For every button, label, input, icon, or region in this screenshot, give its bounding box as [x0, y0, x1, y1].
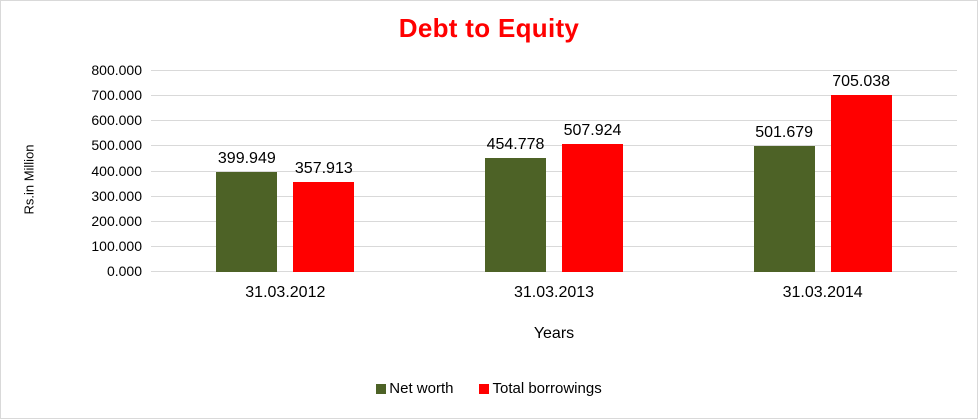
- gridline: [151, 271, 957, 272]
- y-axis-tick-label: 0.000: [106, 263, 142, 279]
- gridline: [151, 245, 957, 247]
- y-axis-tick-label: 500.000: [91, 137, 142, 154]
- legend-item-label: Net worth: [389, 380, 454, 397]
- legend-item-label: Total borrowings: [492, 380, 602, 397]
- bar-total-borrowings[interactable]: [830, 94, 892, 272]
- bar-value-label: 501.679: [755, 123, 814, 141]
- gridline: [151, 170, 957, 172]
- legend-item[interactable]: Net worth: [376, 380, 453, 397]
- gridline: [151, 145, 957, 147]
- gridline: [151, 95, 957, 97]
- y-axis-tick-label: 100.000: [91, 237, 142, 254]
- y-axis-tick-label: 600.000: [91, 112, 142, 129]
- bar-total-borrowings[interactable]: [293, 182, 355, 272]
- y-axis-tick-label: 300.000: [91, 187, 142, 204]
- x-axis-category-label: 31.03.2012: [245, 284, 326, 301]
- x-axis-category-label: 31.03.2013: [513, 284, 595, 301]
- x-axis-category-label: 31.03.2014: [782, 284, 863, 301]
- y-axis-tick-label: 700.000: [91, 87, 142, 104]
- y-axis-tick-labels: 800.000 700.000 600.000 500.000 400.000 300.0…: [1, 62, 151, 279]
- gridline: [151, 70, 957, 71]
- y-axis-tick-label: 400.000: [91, 162, 142, 179]
- x-axis-category-labels: 31.03.2012 31.03.2013 31.03.2014: [151, 284, 957, 306]
- legend-item[interactable]: Total borrowings: [479, 380, 602, 397]
- y-axis-tick-label: 800.000: [91, 62, 142, 78]
- bar-value-label: 705.038: [832, 72, 891, 90]
- x-axis-title: Years: [533, 325, 575, 342]
- bar-total-borrowings[interactable]: [562, 144, 623, 272]
- bar-value-label: 357.913: [294, 160, 353, 178]
- plot-area: 399.949 357.913 454.778 507.924 501.679 705.0…: [151, 70, 957, 272]
- y-axis-tick-label: 200.000: [91, 212, 142, 229]
- legend-swatch-icon: [376, 383, 387, 394]
- chart-legend: Net worth Total borrowings: [1, 380, 977, 397]
- bar-value-label: 454.778: [486, 135, 545, 153]
- chart-title: Debt to Equity: [398, 13, 580, 43]
- gridline: [151, 195, 957, 197]
- gridline: [151, 120, 957, 122]
- bar-value-label: 507.924: [563, 122, 622, 140]
- bar-net-worth[interactable]: [216, 171, 278, 272]
- bar-value-label: 399.949: [217, 149, 276, 167]
- legend-swatch-icon: [479, 383, 490, 394]
- bar-net-worth[interactable]: [753, 145, 815, 272]
- gridline: [151, 220, 957, 222]
- bar-net-worth[interactable]: [485, 157, 546, 272]
